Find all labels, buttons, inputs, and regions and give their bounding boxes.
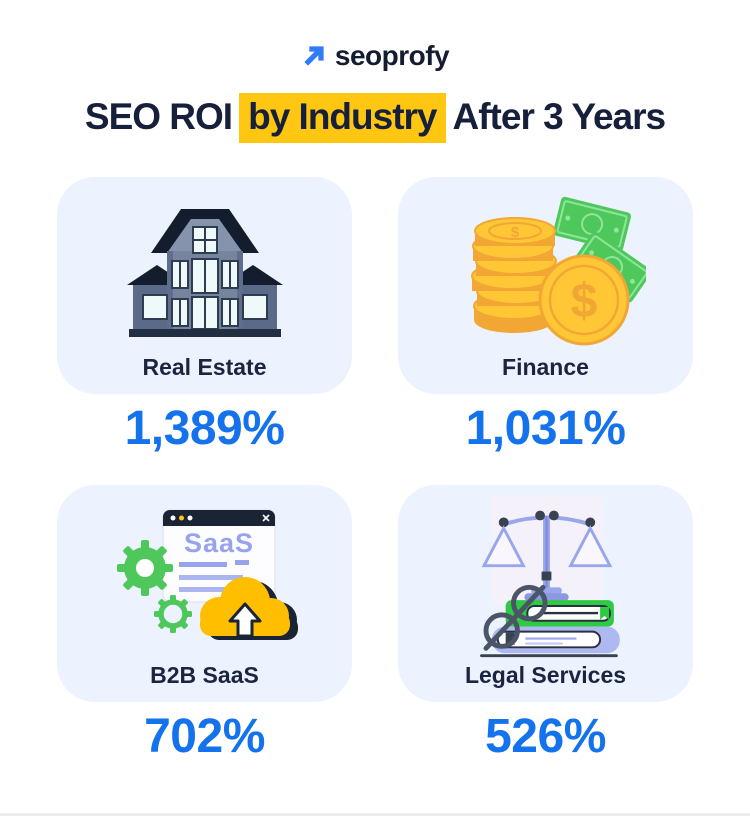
svg-text:$: $ — [510, 224, 519, 241]
title-post: After 3 Years — [452, 96, 667, 137]
roi-value: 1,031% — [465, 402, 626, 455]
bottom-edge-divider — [0, 813, 750, 816]
industry-cell-finance: $ $ Finance 1,031% — [398, 177, 693, 458]
coins-and-cash-icon: $ $ — [470, 196, 646, 345]
card-real-estate: Real Estate — [57, 177, 352, 394]
roi-value: 1,389% — [124, 402, 285, 455]
arrow-up-right-icon — [304, 45, 324, 66]
industry-label: Finance — [502, 354, 589, 380]
industry-label: Legal Services — [464, 662, 627, 688]
apartment-building-icon — [126, 208, 283, 337]
roi-value: 526% — [485, 710, 606, 763]
roi-value: 702% — [144, 710, 265, 763]
title-pre: SEO ROI — [84, 96, 233, 137]
industry-cell-real-estate: Real Estate 1,389% — [57, 177, 352, 458]
svg-text:SaaS: SaaS — [183, 528, 253, 558]
card-legal-services: Legal Services — [398, 485, 693, 702]
svg-text:$: $ — [570, 275, 597, 328]
saas-browser-cloud-icon: SaaS — [116, 508, 298, 640]
industry-cell-legal-services: Legal Services 526% — [398, 485, 693, 766]
brand-name: seoprofy — [334, 40, 450, 71]
card-b2b-saas: SaaS — [57, 485, 352, 702]
title-highlight: by Industry — [239, 93, 446, 143]
card-finance: $ $ Finance — [398, 177, 693, 394]
industry-label: Real Estate — [142, 354, 267, 380]
brand-logo: seoprofy — [0, 40, 750, 72]
page-title: SEO ROI by Industry After 3 Years — [0, 93, 750, 143]
industry-grid: Real Estate 1,389% — [57, 177, 693, 766]
scales-and-books-icon — [479, 496, 620, 657]
industry-cell-b2b-saas: SaaS — [57, 485, 352, 766]
industry-label: B2B SaaS — [150, 662, 259, 688]
